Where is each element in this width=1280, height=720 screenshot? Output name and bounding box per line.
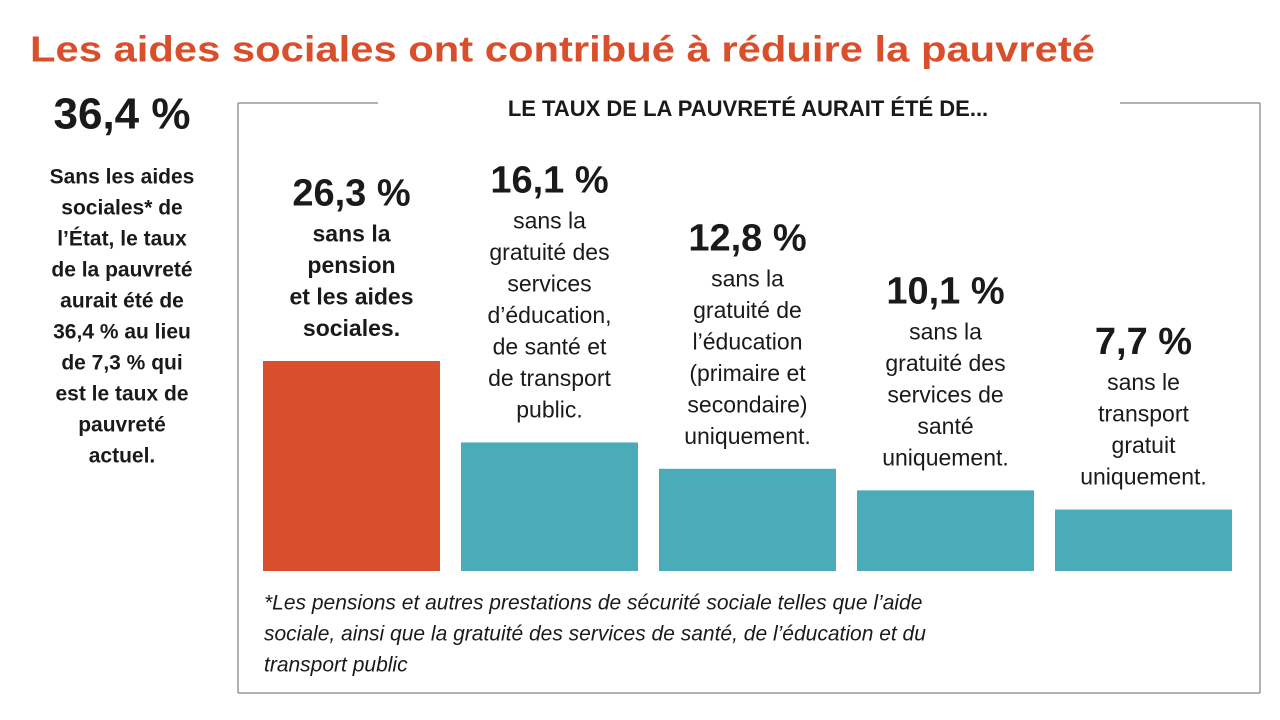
bar-description: services de [887,381,1003,407]
note-line: l’État, le taux [57,228,187,251]
bar-description: d’éducation, [487,302,611,328]
note-line: est le taux de [55,383,188,406]
bar-description: gratuité des [489,239,609,265]
bar-description: transport [1098,401,1189,427]
note-line: de 7,3 % qui [61,352,182,375]
bar-description: uniquement. [684,423,811,449]
frame [237,102,1261,694]
footnote-line: transport public [264,654,408,677]
bar-description: santé [917,413,973,439]
bar-description: de santé et [493,334,607,360]
headline: 36,4 % [54,90,191,139]
bar [659,468,836,571]
note-line: Sans les aides [50,166,195,189]
bar-description: pension [307,252,395,278]
bar-description: sans le [1107,369,1180,395]
chart-subtitle: LE TAUX DE LA PAUVRETÉ AURAIT ÉTÉ DE... [508,96,988,121]
note-line: actuel. [89,445,156,468]
bar [857,490,1034,571]
chart-title: Les aides sociales ont contribué à rédui… [30,29,1095,70]
note-line: 36,4 % au lieu [53,321,191,344]
value-label: 7,7 % [1095,321,1192,363]
bar-description: (primaire et [689,360,806,386]
bar-description: sans la [313,221,391,247]
note-line: aurait été de [60,290,184,313]
note-line: pauvreté [78,414,166,437]
bar-description: gratuité des [885,350,1005,376]
footnote-line: *Les pensions et autres prestations de s… [264,592,922,615]
bar-description: public. [516,397,582,423]
bar-description: uniquement. [882,444,1009,470]
value-label: 16,1 % [490,159,608,201]
note-line: sociales* de [61,197,182,220]
bar [263,361,440,571]
bar [461,442,638,571]
bar-description: uniquement. [1080,464,1207,490]
bar-description: sans la [909,318,982,344]
bar-description: sociales. [303,315,400,341]
bar-description: l’éducation [693,328,803,354]
bar-description: sans la [513,208,586,234]
bar [1055,509,1232,571]
value-label: 26,3 % [292,173,410,215]
bar-description: services [507,271,591,297]
value-label: 12,8 % [688,217,806,259]
bar-description: et les aides [289,284,413,310]
bar-description: gratuit [1112,432,1177,458]
footnote-line: sociale, ainsi que la gratuité des servi… [264,623,926,646]
bar-description: secondaire) [687,391,807,417]
value-label: 10,1 % [886,270,1004,312]
note-line: de la pauvreté [51,259,192,282]
bar-description: de transport [488,365,611,391]
bar-description: gratuité de [693,297,802,323]
bar-description: sans la [711,265,784,291]
